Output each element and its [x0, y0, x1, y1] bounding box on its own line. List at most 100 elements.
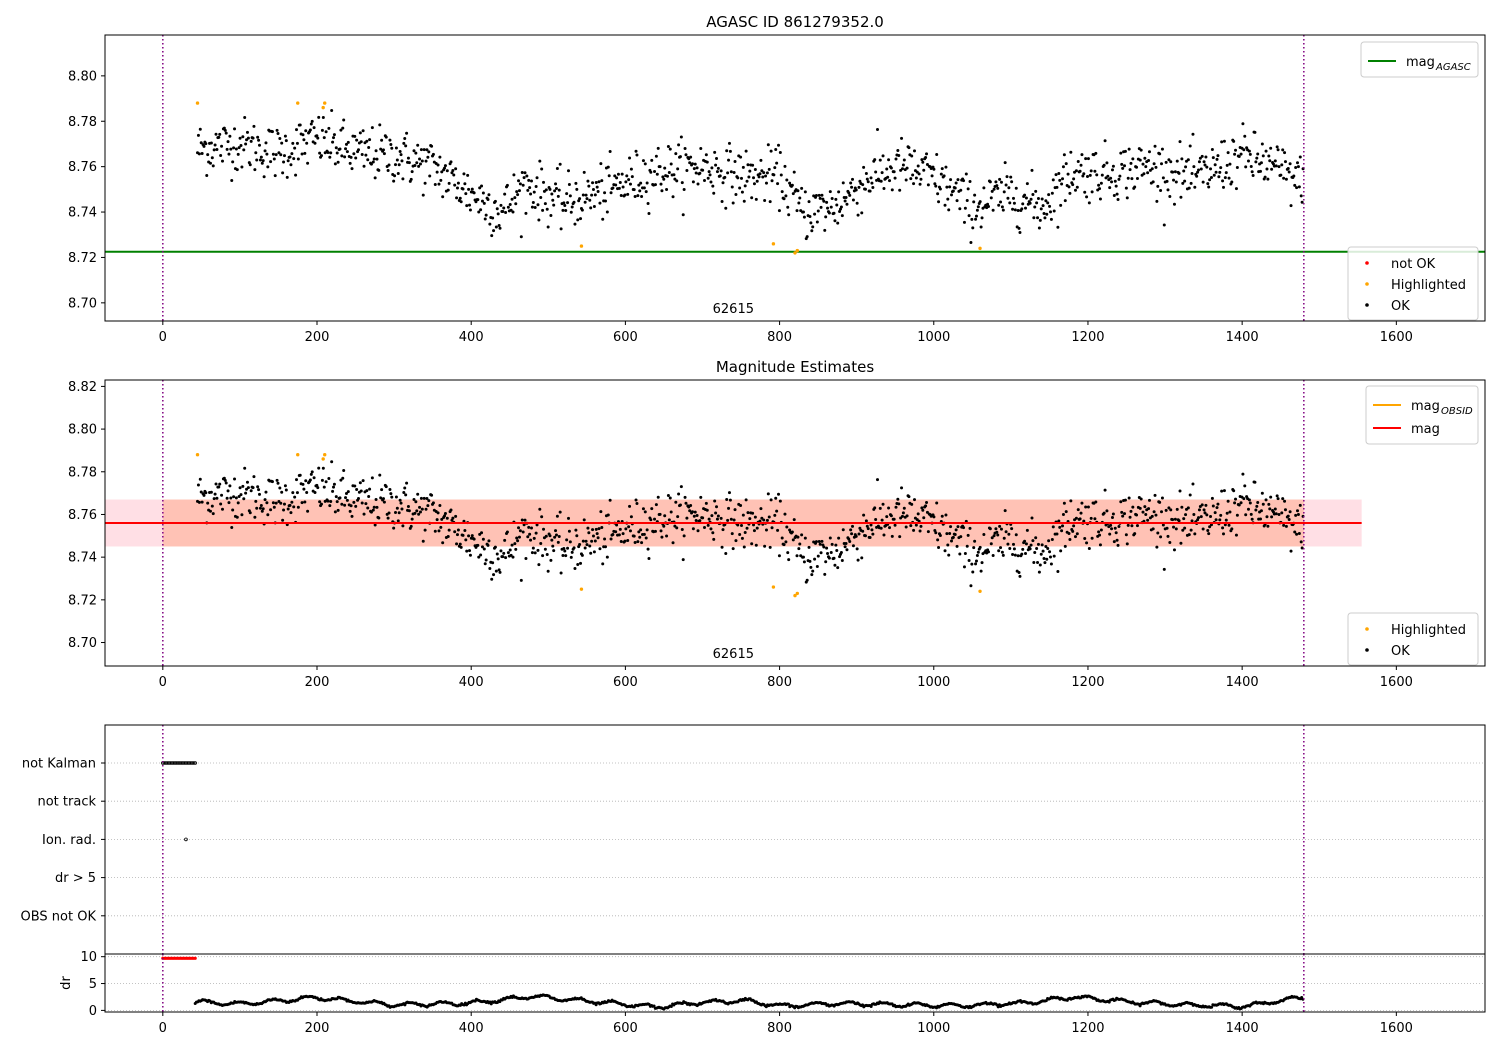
p1-ok-point — [1059, 203, 1063, 207]
p2-ok-point — [653, 529, 657, 533]
p1-ok-point — [1280, 163, 1284, 167]
p1-ok-point — [599, 162, 603, 166]
p1-ok-point — [947, 208, 951, 212]
p1-ok-point — [785, 178, 789, 182]
p1-ok-point — [633, 194, 637, 198]
p1-ok-point — [412, 149, 416, 153]
p1-ok-point — [930, 174, 934, 178]
p1-ok-point — [710, 166, 714, 170]
p2-ok-point — [291, 491, 295, 495]
p2-ok-point — [1013, 553, 1017, 557]
p2-ok-point — [346, 490, 350, 494]
p2-ok-point — [892, 517, 896, 521]
p2-ok-point — [206, 501, 210, 505]
p1-ok-point — [393, 163, 397, 167]
p1-ok-point — [370, 126, 374, 130]
p1-ok-point — [723, 175, 727, 179]
p1-ok-point — [775, 161, 779, 165]
p2-ok-point — [815, 564, 819, 568]
p1-ok-point — [666, 145, 670, 149]
p1-ok-point — [830, 196, 834, 200]
p2-ok-point — [1116, 543, 1120, 547]
p4-xtick-label: 800 — [767, 1021, 792, 1036]
p1-ok-point — [1203, 163, 1207, 167]
p2-ok-point — [1210, 496, 1214, 500]
p1-ok-point — [890, 188, 894, 192]
p1-ok-point — [792, 170, 796, 174]
p2-ok-point — [538, 507, 542, 511]
p2-ok-point — [1242, 497, 1246, 501]
p2-ytick-label: 8.78 — [68, 465, 97, 480]
p2-ok-point — [289, 511, 293, 515]
p1-ok-point — [658, 165, 662, 169]
p1-ok-point — [526, 188, 530, 192]
p2-ok-point — [880, 518, 884, 522]
p1-ok-point — [415, 161, 419, 165]
p2-ok-point — [1161, 523, 1165, 527]
p2-ok-point — [902, 506, 906, 510]
p2-ok-point — [847, 537, 851, 541]
p3-flag-label: not track — [37, 795, 96, 810]
p1-ok-point — [441, 195, 445, 199]
p2-ok-point — [743, 531, 747, 535]
p2-ok-point — [609, 537, 613, 541]
p2-ok-point — [1109, 523, 1113, 527]
p1-ok-point — [813, 212, 817, 216]
p1-ok-point — [418, 157, 422, 161]
p2-ok-point — [869, 523, 873, 527]
p1-ok-point — [1268, 159, 1272, 163]
p1-ok-point — [451, 169, 455, 173]
p1-ok-point — [765, 171, 769, 175]
p2-ok-point — [1221, 532, 1225, 536]
p2-ok-point — [585, 543, 589, 547]
p1-ok-point — [1085, 175, 1089, 179]
p2-xtick-label: 600 — [613, 675, 638, 690]
p2-ok-point — [926, 530, 930, 534]
p1-ok-point — [1152, 162, 1156, 166]
p2-ok-point — [545, 553, 549, 557]
p1-ok-point — [335, 151, 339, 155]
p2-ok-point — [468, 553, 472, 557]
p2-ok-point — [533, 551, 537, 555]
p1-ok-point — [246, 136, 250, 140]
p2-ok-point — [1038, 563, 1042, 567]
p1-ok-point — [1075, 185, 1079, 189]
p1-ok-point — [1155, 199, 1159, 203]
p1-ok-point — [1286, 166, 1290, 170]
p2-ok-point — [1182, 517, 1186, 521]
p1-ok-point — [384, 135, 388, 139]
p2-ok-point — [1268, 507, 1272, 511]
p2-ok-point — [304, 479, 308, 483]
p2-ok-point — [493, 545, 497, 549]
p1-ok-point — [940, 167, 944, 171]
p1-ok-point — [1115, 192, 1119, 196]
p2-ok-point — [235, 515, 239, 519]
p2-ok-point — [472, 537, 476, 541]
p1-ok-point — [1263, 175, 1267, 179]
p2-ok-point — [696, 529, 700, 533]
p1-ok-point — [790, 183, 794, 187]
p2-ok-point — [956, 525, 960, 529]
p2-ok-point — [814, 540, 818, 544]
p1-ok-point — [206, 153, 210, 157]
p1-ok-point — [328, 155, 332, 159]
p2-ok-point — [495, 552, 499, 556]
p1-ok-point — [1088, 173, 1092, 177]
p2-ok-point — [829, 550, 833, 554]
p2-ok-point — [534, 531, 538, 535]
p2-ok-point — [549, 558, 553, 562]
p2-ok-point — [1287, 518, 1291, 522]
p1-ok-point — [313, 141, 317, 145]
p2-ok-point — [1144, 512, 1148, 516]
p2-ok-point — [1062, 501, 1066, 505]
p1-ok-point — [616, 172, 620, 176]
p1-ok-point — [486, 197, 490, 201]
p2-ok-point — [967, 558, 971, 562]
p1-ok-point — [340, 154, 344, 158]
p2-ok-point — [777, 554, 781, 558]
p2-ok-point — [626, 539, 630, 543]
p2-ok-point — [1197, 516, 1201, 520]
p1-ok-point — [494, 225, 498, 229]
p2-ok-point — [202, 493, 206, 497]
p2-ok-point — [477, 555, 481, 559]
